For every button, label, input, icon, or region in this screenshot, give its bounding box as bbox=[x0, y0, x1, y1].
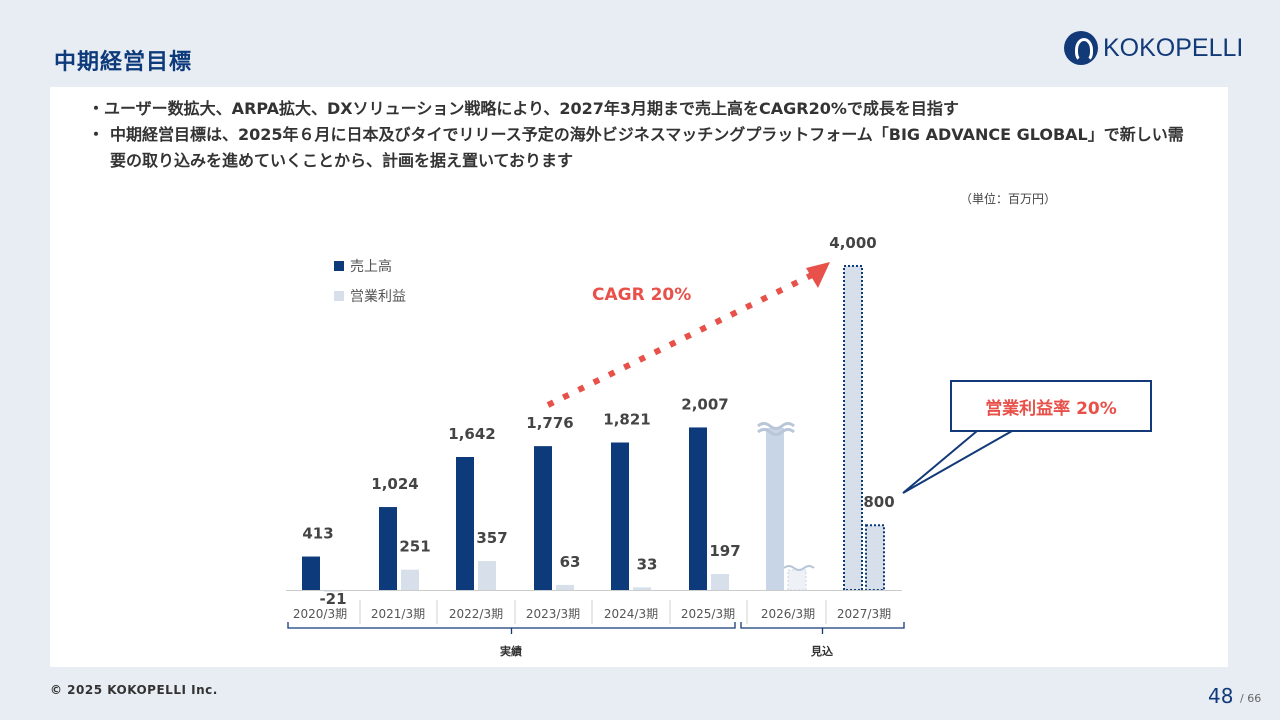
revenue-value-label: 1,821 bbox=[603, 410, 650, 428]
category-tick-label: 2021/3期 bbox=[371, 607, 425, 621]
cagr-label: CAGR 20% bbox=[592, 285, 692, 305]
category-tick-label: 2022/3期 bbox=[449, 607, 503, 621]
profit-value-label: 63 bbox=[560, 553, 581, 571]
forecast-group-bracket bbox=[740, 622, 905, 634]
category-tick-label: 2020/3期 bbox=[293, 607, 347, 621]
bullet-text-2: 中期経営目標は、2025年６月に日本及びタイでリリース予定の海外ビジネスマッチン… bbox=[110, 125, 1184, 170]
profit-bar bbox=[633, 587, 651, 590]
revenue-bar bbox=[534, 446, 552, 590]
profit-value-label: 357 bbox=[476, 529, 507, 547]
wavy-break-mark bbox=[783, 565, 815, 571]
bullet-item: ・ 中期経営目標は、2025年６月に日本及びタイでリリース予定の海外ビジネスマッ… bbox=[88, 122, 1188, 174]
placeholder-profit-bar bbox=[787, 569, 807, 591]
revenue-bar bbox=[689, 427, 707, 590]
revenue-value-label: 4,000 bbox=[829, 234, 876, 252]
category-tick-label: 2027/3期 bbox=[837, 607, 891, 621]
legend-revenue-swatch bbox=[334, 261, 344, 271]
content-panel bbox=[50, 87, 1228, 667]
category-tick-label: 2024/3期 bbox=[604, 607, 658, 621]
profit-bar bbox=[556, 584, 574, 590]
bullet-list: ・ユーザー数拡大、ARPA拡大、DXソリューション戦略により、2027年3月期ま… bbox=[88, 96, 1188, 174]
actual-group-bracket bbox=[287, 622, 736, 634]
bullet-mark: ・ bbox=[88, 125, 105, 144]
revenue-value-label: 413 bbox=[302, 525, 333, 543]
bullet-text-1: ・ユーザー数拡大、ARPA拡大、DXソリューション戦略により、2027年3月期ま… bbox=[88, 99, 959, 118]
revenue-bar bbox=[379, 507, 397, 590]
bullet-item: ・ユーザー数拡大、ARPA拡大、DXソリューション戦略により、2027年3月期ま… bbox=[88, 96, 1188, 122]
callout-pointer bbox=[902, 430, 1013, 494]
profit-value-label: -21 bbox=[319, 590, 346, 608]
kokopelli-logo-icon bbox=[1064, 31, 1098, 65]
group-label: 見込 bbox=[810, 644, 833, 658]
profit-bar bbox=[711, 574, 729, 590]
cagr-arrowhead-icon bbox=[806, 262, 830, 288]
revenue-bar bbox=[456, 456, 474, 590]
category-tick-label: 2026/3期 bbox=[761, 607, 815, 621]
bar-layer bbox=[302, 265, 885, 592]
page-title: 中期経営目標 bbox=[54, 50, 193, 75]
profit-bar bbox=[401, 569, 419, 590]
category-tick-label: 2023/3期 bbox=[526, 607, 580, 621]
logo-text: KOKOPELLI bbox=[1103, 33, 1244, 62]
wavy-break-mark bbox=[757, 428, 795, 436]
revenue-bar bbox=[611, 442, 629, 590]
revenue-value-label: 1,642 bbox=[448, 425, 495, 443]
axis-layer: 2020/3期 2021/3期 2022/3期 2023/3期 2024/3期 2025/… bbox=[286, 590, 902, 658]
placeholder-revenue-bar bbox=[766, 428, 784, 590]
profit-value-label: 197 bbox=[709, 542, 740, 560]
wavy-break-mark bbox=[757, 422, 795, 430]
profit-value-label: 251 bbox=[399, 538, 430, 556]
company-logo: KOKOPELLI bbox=[1064, 30, 1243, 66]
revenue-value-label: 1,024 bbox=[371, 475, 418, 493]
legend-profit-label: 営業利益 bbox=[350, 289, 406, 305]
legend-revenue-label: 売上高 bbox=[350, 259, 392, 275]
revenue-bar bbox=[843, 265, 863, 591]
revenue-bar bbox=[302, 556, 320, 590]
revenue-value-label: 2,007 bbox=[681, 395, 728, 413]
profit-bar bbox=[478, 561, 496, 590]
revenue-value-label: 1,776 bbox=[526, 414, 573, 432]
label-layer: 413 -21 1,024 251 1,642 357 1,776 63 1,821 33 2,00… bbox=[302, 234, 894, 608]
legend-revenue: 売上高 bbox=[334, 256, 392, 276]
decoration-layer bbox=[287, 262, 1013, 634]
profit-value-label: 800 bbox=[863, 493, 894, 511]
category-tick-label: 2025/3期 bbox=[681, 607, 735, 621]
profit-value-label: 33 bbox=[637, 555, 658, 573]
callout-text: 営業利益率 20% bbox=[985, 398, 1117, 419]
legend-profit: 営業利益 bbox=[334, 286, 406, 306]
group-label: 実績 bbox=[500, 644, 522, 658]
page-number: 48 bbox=[1208, 684, 1234, 708]
unit-label: （単位：百万円） bbox=[960, 192, 1057, 206]
copyright-footer: © 2025 KOKOPELLI Inc. bbox=[50, 683, 218, 697]
legend-profit-swatch bbox=[334, 291, 344, 301]
page-total: / 66 bbox=[1240, 692, 1262, 705]
profit-bar bbox=[865, 524, 885, 592]
operating-margin-callout: 営業利益率 20% bbox=[950, 380, 1152, 432]
